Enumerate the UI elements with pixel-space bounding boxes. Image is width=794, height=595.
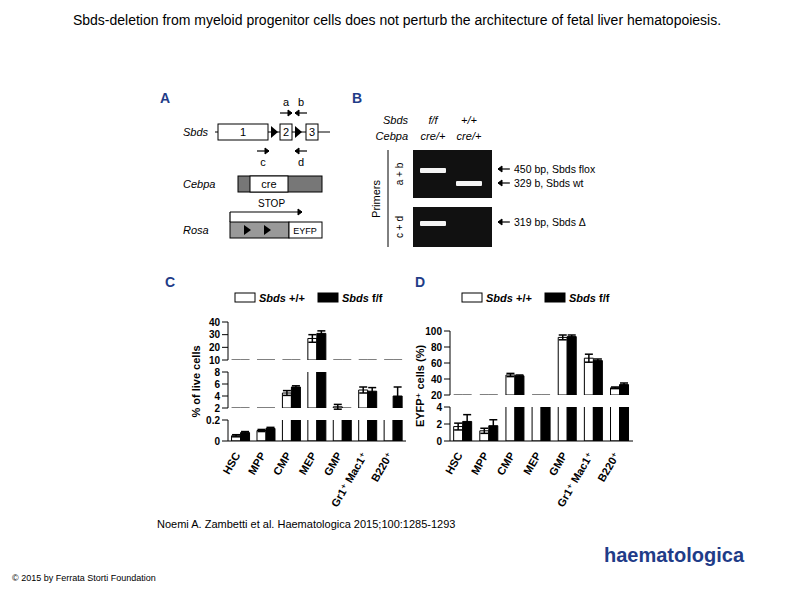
svg-text:CMP: CMP — [494, 450, 517, 477]
svg-text:0.2: 0.2 — [206, 415, 220, 426]
svg-text:MPP: MPP — [469, 450, 491, 477]
svg-text:6: 6 — [214, 379, 220, 390]
svg-text:Gr1⁺ Mac1⁺: Gr1⁺ Mac1⁺ — [555, 450, 596, 509]
svg-text:c: c — [260, 156, 266, 168]
svg-text:HSC: HSC — [220, 450, 242, 476]
svg-text:Cebpa: Cebpa — [376, 130, 408, 142]
svg-text:% of live cells: % of live cells — [190, 345, 202, 417]
svg-text:STOP: STOP — [258, 198, 285, 209]
svg-text:8: 8 — [214, 367, 220, 378]
svg-text:100: 100 — [425, 326, 442, 337]
svg-text:40: 40 — [209, 317, 221, 328]
svg-text:Sbds: Sbds — [183, 126, 209, 138]
svg-text:A: A — [160, 90, 170, 106]
svg-text:CMP: CMP — [271, 450, 294, 477]
svg-text:0: 0 — [436, 436, 442, 447]
svg-text:C: C — [165, 274, 175, 290]
svg-text:B220⁺: B220⁺ — [595, 450, 622, 484]
svg-text:450 bp, Sbds flox: 450 bp, Sbds flox — [514, 163, 596, 175]
svg-text:4: 4 — [436, 402, 442, 413]
svg-text:Rosa: Rosa — [183, 224, 209, 236]
svg-text:MEP: MEP — [521, 450, 543, 477]
svg-text:10: 10 — [209, 355, 221, 365]
svg-text:B220⁺: B220⁺ — [369, 450, 396, 484]
html-text:Sbds-deletion from myeloid pro: Sbds-deletion from myeloid progenitor ce… — [72, 12, 722, 28]
svg-text:319 bp, Sbds Δ: 319 bp, Sbds Δ — [514, 216, 586, 228]
svg-text:EYFP: EYFP — [293, 226, 317, 236]
svg-text:20: 20 — [209, 342, 221, 353]
svg-text:© 2015 by Ferrata Storti Found: © 2015 by Ferrata Storti Foundation — [12, 573, 156, 583]
svg-text:MPP: MPP — [246, 450, 268, 477]
svg-text:Sbds f/f: Sbds f/f — [342, 292, 383, 304]
svg-text:Gr1⁺ Mac1⁺: Gr1⁺ Mac1⁺ — [329, 450, 370, 509]
svg-text:Primers: Primers — [370, 180, 382, 218]
svg-text:B: B — [352, 90, 362, 106]
svg-text:+/+: +/+ — [461, 114, 477, 126]
svg-text:cre/+: cre/+ — [421, 130, 446, 142]
svg-text:0: 0 — [214, 436, 220, 447]
svg-text:20: 20 — [431, 390, 443, 400]
svg-text:2: 2 — [214, 403, 220, 413]
svg-text:cre: cre — [261, 178, 276, 190]
svg-text:MEP: MEP — [296, 450, 318, 477]
svg-text:60: 60 — [431, 358, 443, 369]
svg-text:d: d — [298, 156, 304, 168]
svg-text:HSC: HSC — [443, 450, 465, 476]
svg-text:Cebpa: Cebpa — [183, 178, 215, 190]
svg-text:EYFP⁺ cells (%): EYFP⁺ cells (%) — [414, 345, 426, 428]
svg-text:80: 80 — [431, 342, 443, 353]
svg-text:D: D — [415, 274, 425, 290]
svg-text:GMP: GMP — [321, 450, 344, 478]
svg-text:Sbds f/f: Sbds f/f — [569, 292, 610, 304]
svg-text:f/f: f/f — [428, 114, 438, 126]
svg-text:1: 1 — [240, 126, 246, 138]
svg-text:2: 2 — [283, 126, 289, 138]
svg-text:4: 4 — [214, 391, 220, 402]
svg-text:40: 40 — [431, 374, 443, 385]
svg-text:329 b, Sbds wt: 329 b, Sbds wt — [514, 177, 584, 189]
svg-text:Sbds +/+: Sbds +/+ — [486, 292, 532, 304]
svg-text:Noemi A. Zambetti et al. Haema: Noemi A. Zambetti et al. Haematologica 2… — [157, 518, 455, 530]
svg-text:Sbds +/+: Sbds +/+ — [259, 292, 305, 304]
svg-text:b: b — [298, 96, 304, 108]
svg-text:GMP: GMP — [546, 450, 569, 478]
svg-text:cre/+: cre/+ — [457, 130, 482, 142]
svg-text:a: a — [283, 96, 290, 108]
svg-text:haematologica: haematologica — [604, 544, 745, 566]
svg-text:3: 3 — [309, 126, 315, 138]
svg-text:30: 30 — [209, 329, 221, 340]
svg-text:Sbds: Sbds — [383, 114, 409, 126]
svg-text:a + b: a + b — [394, 162, 405, 185]
svg-text:2: 2 — [436, 419, 442, 430]
svg-text:c + d: c + d — [394, 216, 405, 238]
